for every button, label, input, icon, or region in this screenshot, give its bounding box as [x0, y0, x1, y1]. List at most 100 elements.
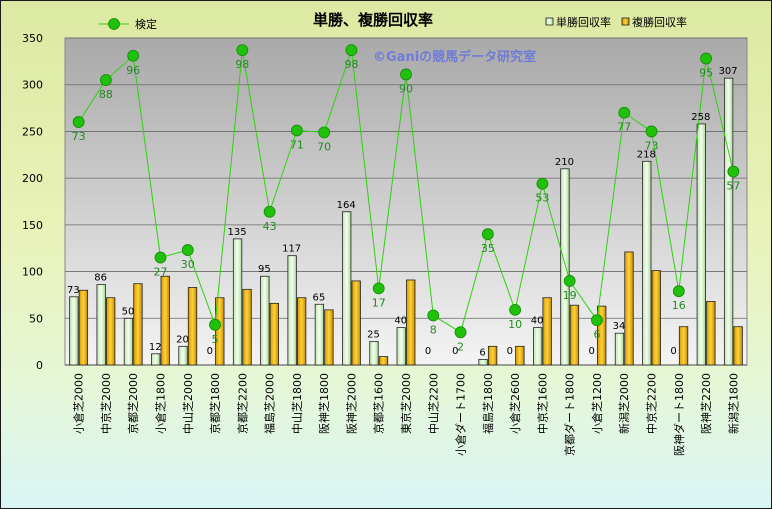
point-kentei: [236, 44, 249, 57]
data-label-kentei: 88: [99, 88, 113, 101]
bar-tansho: [96, 284, 106, 366]
y-tick-label: 300: [22, 79, 43, 92]
data-label-kentei: 6: [593, 328, 600, 341]
data-label-kentei: 2: [457, 340, 464, 353]
x-tick-label: 新潟芝2000: [617, 373, 631, 434]
data-label-tansho: 210: [555, 157, 574, 168]
point-kentei: [100, 74, 112, 86]
data-label-kentei: 57: [726, 180, 740, 193]
legend-swatch-fukusho: [621, 17, 630, 26]
bar-fukusho: [378, 356, 389, 366]
x-tick-label: 東京芝2000: [399, 373, 413, 434]
data-label-tansho: 0: [589, 346, 595, 357]
point-kentei: [700, 52, 712, 65]
point-kentei: [591, 314, 603, 327]
bar-fukusho: [351, 280, 361, 366]
x-tick-label: 中京芝2200: [645, 373, 659, 434]
bar-tansho: [560, 168, 570, 366]
data-label-kentei: 27: [153, 266, 167, 279]
x-tick-label: 小倉芝2600: [508, 373, 522, 434]
bar-fukusho: [187, 287, 198, 366]
x-tick-label: 小倉芝2000: [72, 373, 86, 434]
bar-fukusho: [597, 305, 607, 366]
point-kentei: [509, 303, 522, 316]
point-kentei: [481, 228, 494, 241]
bar-fukusho: [296, 297, 307, 366]
bar-fukusho: [242, 288, 252, 366]
bar-tansho: [287, 255, 297, 366]
point-kentei: [563, 275, 576, 287]
point-kentei: [400, 68, 412, 81]
data-label-tansho: 164: [337, 200, 356, 211]
data-label-kentei: 77: [617, 121, 631, 134]
bar-fukusho: [542, 297, 552, 366]
data-label-tansho: 0: [425, 346, 431, 357]
bar-fukusho: [406, 279, 416, 366]
x-tick-label: 福島芝2000: [263, 373, 277, 434]
data-label-tansho: 135: [228, 227, 247, 238]
bar-fukusho: [706, 301, 716, 366]
data-label-tansho: 34: [613, 321, 626, 332]
x-tick-label: 阪神芝1800: [317, 373, 331, 434]
x-tick-label: 阪神芝2200: [699, 373, 713, 434]
y-tick-label: 0: [36, 359, 43, 372]
bar-fukusho: [678, 326, 689, 366]
data-label-kentei: 98: [235, 58, 249, 71]
x-tick-label: 中京芝1600: [535, 373, 549, 434]
data-label-tansho: 86: [94, 273, 107, 284]
bar-tansho: [123, 317, 134, 366]
y-tick-label: 150: [22, 219, 43, 232]
bar-tansho: [723, 77, 734, 366]
data-label-tansho: 258: [691, 112, 710, 123]
point-kentei: [672, 285, 685, 298]
point-kentei: [618, 106, 631, 119]
x-tick-label: 京都芝2200: [235, 373, 249, 434]
point-kentei: [727, 165, 740, 178]
bar-fukusho: [269, 302, 280, 366]
data-label-tansho: 117: [282, 244, 301, 255]
point-kentei: [345, 44, 358, 57]
x-tick-label: 新潟芝1800: [726, 373, 740, 434]
data-label-kentei: 98: [344, 58, 358, 71]
data-label-kentei: 17: [372, 296, 386, 309]
data-label-tansho: 307: [719, 66, 738, 77]
legend-label-kentei: 検定: [135, 17, 157, 31]
bar-fukusho: [624, 251, 634, 366]
bar-fukusho: [651, 270, 661, 366]
bar-fukusho: [215, 297, 225, 366]
x-tick-label: 福島芝1800: [481, 373, 495, 434]
legend-swatch-tansho: [545, 17, 554, 26]
bar-fukusho: [78, 289, 89, 366]
bar-tansho: [151, 353, 161, 366]
data-label-kentei: 30: [181, 258, 195, 271]
bar-fukusho: [515, 345, 525, 366]
bar-fukusho: [733, 326, 743, 366]
x-tick-label: 阪神芝2000: [344, 373, 358, 434]
data-label-kentei: 71: [290, 138, 304, 151]
data-label-tansho: 40: [394, 316, 407, 327]
x-tick-label: 中山芝2200: [427, 373, 440, 434]
data-label-tansho: 218: [637, 149, 656, 160]
x-tick-label: 中山芝1800: [291, 373, 304, 434]
data-label-tansho: 40: [531, 316, 544, 327]
data-label-kentei: 53: [535, 192, 549, 205]
data-label-kentei: 35: [481, 242, 495, 255]
bar-tansho: [178, 345, 188, 366]
bar-fukusho: [160, 275, 170, 366]
bar-tansho: [342, 211, 352, 366]
data-label-kentei: 90: [399, 82, 413, 95]
bar-tansho: [696, 123, 706, 366]
point-kentei: [154, 251, 167, 264]
point-kentei: [318, 126, 331, 139]
point-kentei: [72, 116, 85, 128]
data-label-kentei: 73: [645, 139, 659, 152]
point-kentei: [209, 318, 221, 331]
data-label-tansho: 20: [176, 334, 189, 345]
x-tick-label: 京都芝1600: [372, 373, 386, 434]
data-label-kentei: 73: [72, 130, 86, 143]
watermark: ©Ganiの競馬データ研究室: [373, 49, 536, 65]
bar-tansho: [314, 303, 325, 366]
data-label-kentei: 8: [430, 323, 437, 336]
data-label-tansho: 0: [507, 346, 513, 357]
